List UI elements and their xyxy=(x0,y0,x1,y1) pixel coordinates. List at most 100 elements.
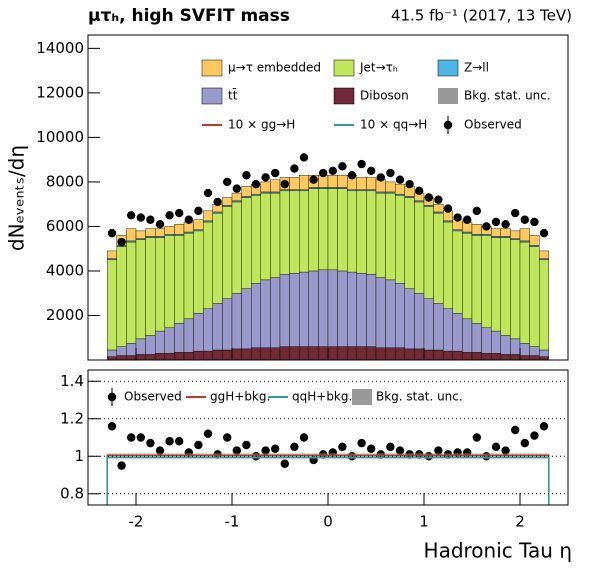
histogram-segment xyxy=(289,190,300,274)
histogram-segment xyxy=(193,219,204,230)
histogram-segment xyxy=(529,355,540,361)
histogram-segment xyxy=(116,246,127,347)
legend-label: 10 × gg→H xyxy=(228,118,295,132)
observed-point xyxy=(434,195,443,204)
histogram-segment xyxy=(299,175,310,190)
y-axis-label: dNₑᵥₑₙₜₛ/dη xyxy=(5,145,29,251)
observed-point xyxy=(136,213,145,222)
histogram-segment xyxy=(519,228,530,242)
histogram-segment xyxy=(539,259,550,351)
histogram-segment xyxy=(337,188,348,272)
ratio-point xyxy=(117,461,126,470)
observed-point xyxy=(424,193,433,202)
histogram-segment xyxy=(222,206,233,299)
observed-point xyxy=(223,177,232,187)
observed-point xyxy=(347,171,357,180)
histogram-segment xyxy=(299,190,310,273)
histogram-segment xyxy=(106,259,117,351)
histogram-segment xyxy=(154,228,165,237)
histogram-segment xyxy=(385,192,396,281)
histogram-segment xyxy=(174,352,185,361)
observed-point xyxy=(251,179,261,189)
legend-swatch xyxy=(437,59,459,77)
histogram-segment xyxy=(471,323,482,353)
legend-swatch xyxy=(438,88,458,104)
x-tick-label: 0 xyxy=(323,513,333,531)
observed-point xyxy=(299,153,309,162)
histogram-segment xyxy=(308,346,319,361)
histogram-segment xyxy=(443,350,454,361)
histogram-segment xyxy=(481,327,492,354)
histogram-segment xyxy=(404,348,415,361)
x-tick-label: -2 xyxy=(129,513,144,531)
observed-point xyxy=(520,215,529,224)
histogram-segment xyxy=(318,346,329,361)
histogram-segment xyxy=(510,338,521,355)
histogram-segment xyxy=(452,350,463,361)
histogram-segment xyxy=(366,190,377,275)
histogram-segment xyxy=(241,197,252,289)
observed-point xyxy=(328,166,337,175)
histogram-segment xyxy=(260,192,271,281)
histogram-segment xyxy=(510,230,521,239)
histogram-segment xyxy=(433,349,444,361)
y-tick-label: 2000 xyxy=(46,306,84,324)
histogram-segment xyxy=(347,190,358,273)
legend-swatch xyxy=(201,87,223,105)
histogram-segment xyxy=(145,228,156,237)
ratio-point xyxy=(175,437,184,446)
y-tick-label: 10000 xyxy=(36,128,84,146)
observed-point xyxy=(501,220,510,229)
histogram-segment xyxy=(423,298,434,351)
ratio-point xyxy=(338,442,347,452)
observed-point xyxy=(309,175,318,184)
histogram-segment xyxy=(241,186,252,197)
histogram-segment xyxy=(212,349,223,361)
histogram-segment xyxy=(356,272,367,347)
histogram-segment xyxy=(423,349,434,361)
histogram-segment xyxy=(414,201,425,294)
histogram-segment xyxy=(222,197,233,206)
ratio-point xyxy=(472,433,481,442)
histogram-segment xyxy=(529,235,540,246)
legend-label: Diboson xyxy=(360,89,409,103)
legend-swatch xyxy=(333,59,355,77)
ratio-point xyxy=(290,442,299,452)
histogram-segment xyxy=(183,232,194,320)
histogram-segment xyxy=(174,235,185,324)
y-tick-label: 8000 xyxy=(46,172,84,190)
legend-label: tt̄ xyxy=(228,88,238,102)
histogram-segment xyxy=(519,343,530,356)
histogram-segment xyxy=(260,181,271,193)
histogram-segment xyxy=(471,235,482,324)
histogram-segment xyxy=(126,228,137,242)
histogram-segment xyxy=(116,355,127,361)
ratio-y-tick-label: 1.2 xyxy=(60,409,84,427)
histogram-segment xyxy=(462,318,473,353)
observed-point xyxy=(357,159,366,169)
ratio-legend-label: qqH+bkg. xyxy=(292,390,352,404)
histogram-segment xyxy=(385,279,396,348)
histogram-segment xyxy=(202,350,213,361)
histogram-segment xyxy=(250,195,261,284)
histogram-segment xyxy=(154,237,165,332)
histogram-segment xyxy=(289,346,300,361)
observed-point xyxy=(386,168,395,178)
histogram-segment xyxy=(183,318,194,353)
histogram-segment xyxy=(154,353,165,361)
lumi-label: 41.5 fb⁻¹ (2017, 13 TeV) xyxy=(391,7,572,25)
observed-point xyxy=(367,166,376,175)
observed-point xyxy=(271,168,280,178)
histogram-segment xyxy=(231,192,242,202)
histogram-segment xyxy=(327,269,338,347)
ratio-legend-label: Bkg. stat. unc. xyxy=(376,390,463,404)
histogram-segment xyxy=(510,354,521,361)
histogram-segment xyxy=(443,308,454,352)
histogram-segment xyxy=(154,330,165,354)
histogram-segment xyxy=(212,212,223,304)
histogram-segment xyxy=(481,235,492,328)
histogram-segment xyxy=(500,237,511,336)
histogram-segment xyxy=(452,230,463,314)
histogram-segment xyxy=(356,346,367,361)
observed-point xyxy=(184,215,193,224)
